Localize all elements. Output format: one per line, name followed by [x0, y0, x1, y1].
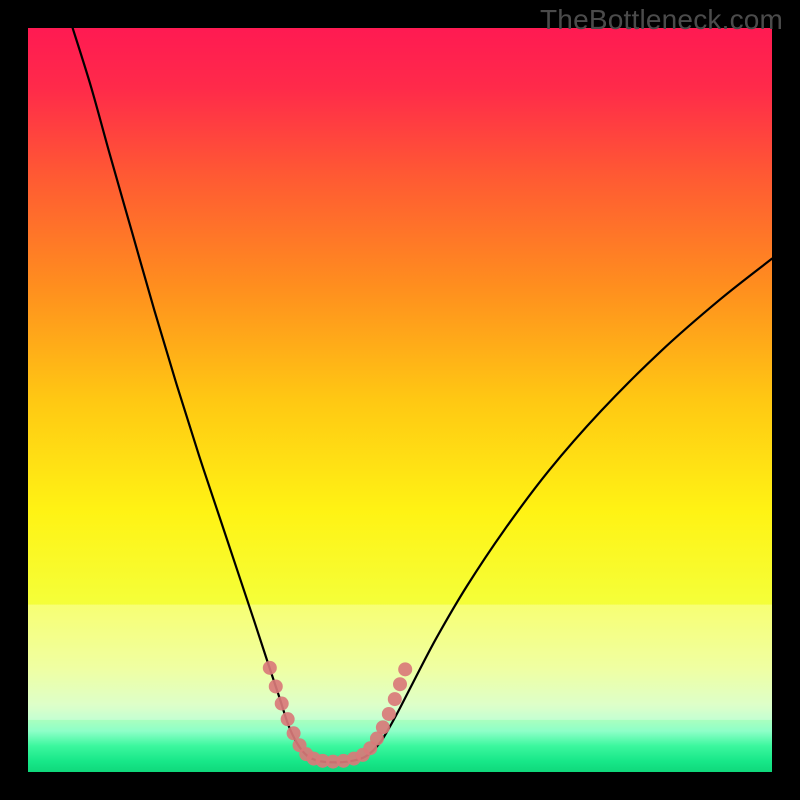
highlight-marker: [287, 726, 301, 740]
highlight-marker: [398, 662, 412, 676]
highlight-marker: [382, 707, 396, 721]
highlight-marker: [281, 712, 295, 726]
chart-plot-area: [28, 28, 772, 772]
highlight-marker: [376, 720, 390, 734]
highlight-marker: [269, 679, 283, 693]
highlight-marker: [263, 661, 277, 675]
highlight-marker: [393, 677, 407, 691]
highlight-marker: [275, 697, 289, 711]
chart-svg: [28, 28, 772, 772]
highlight-marker: [388, 692, 402, 706]
watermark-text: TheBottleneck.com: [540, 4, 783, 36]
